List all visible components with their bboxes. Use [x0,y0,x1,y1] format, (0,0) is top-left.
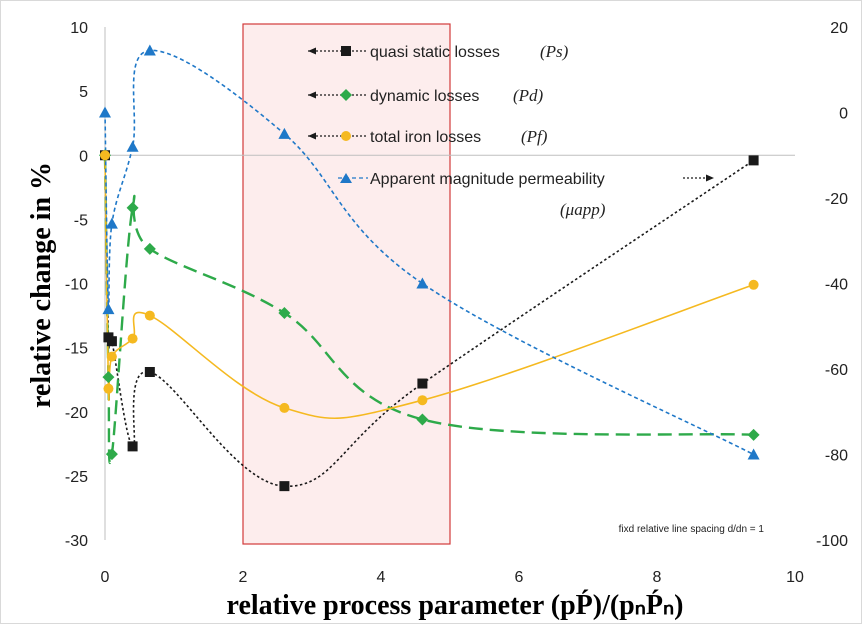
data-point-0-4 [144,366,155,377]
data-point-3-0 [99,106,111,118]
legend-entry-permeability: Apparent magnitude permeability (μapp) [338,171,714,219]
x-tick-label: 4 [377,569,386,586]
data-point-0-7 [748,155,759,166]
y2-tick-label: -100 [816,533,848,550]
x-tick-label: 6 [515,569,524,586]
tick-labels: 1050-5-10-15-20-25-30200-20-40-60-80-100… [65,20,848,586]
y-tick-label: -5 [74,212,88,229]
data-point-1-1 [102,371,115,384]
data-point-2-3 [127,333,138,344]
y2-tick-label: -80 [825,448,848,465]
data-point-3-5 [278,127,291,139]
legend-symbol-ps: (Ps) [540,42,569,61]
data-point-1-3 [126,201,139,214]
y-tick-label: 0 [79,148,88,165]
y-axis-title: relative change in % [26,162,57,408]
legend-marker-square [341,46,351,56]
x-tick-label: 10 [786,569,804,586]
y-tick-label: -15 [65,341,88,358]
data-point-3-3 [126,140,139,152]
legend: quasi static losses (Ps) dynamic losses … [308,42,714,219]
legend-entry-dynamic: dynamic losses (Pd) [308,86,544,105]
data-point-2-5 [279,402,290,413]
legend-marker-diamond [340,89,352,101]
data-point-2-4 [144,310,155,321]
data-point-1-4 [143,242,156,255]
data-point-3-2 [105,217,118,229]
x-tick-label: 8 [653,569,662,586]
y2-tick-label: 0 [839,106,848,123]
highlight-region [242,23,451,545]
data-point-1-5 [278,306,291,319]
y-tick-label: -20 [65,405,88,422]
y2-tick-label: 20 [830,20,848,37]
legend-label-quasi-static: quasi static losses [370,44,500,61]
legend-label-permeability: Apparent magnitude permeability [370,171,605,188]
legend-marker-circle [341,131,351,141]
data-point-3-7 [747,448,760,460]
y-tick-label: -30 [65,533,88,550]
y2-tick-label: -60 [825,362,848,379]
legend-label-total-iron: total iron losses [370,129,481,146]
data-point-3-1 [102,303,115,315]
legend-entry-total-iron: total iron losses (Pf) [308,127,548,146]
legend-marker-triangle [340,173,352,183]
data-point-0-2 [106,336,117,347]
x-tick-label: 0 [101,569,110,586]
x-axis-title: relative process parameter (pṔ)/(pₙṔₙ) [227,590,684,621]
data-point-1-6 [416,413,429,426]
y2-tick-label: -20 [825,191,848,208]
x-tick-label: 2 [239,569,248,586]
y-tick-label: 10 [70,20,88,37]
series-layer [99,44,760,492]
data-point-0-5 [279,481,290,492]
legend-symbol-pf: (Pf) [521,127,548,146]
data-point-3-4 [143,44,156,56]
data-point-2-1 [103,383,114,394]
legend-symbol-pd: (Pd) [513,86,544,105]
data-point-2-6 [417,395,428,406]
data-point-0-3 [127,441,138,452]
data-point-0-6 [417,378,428,389]
legend-symbol-muapp: (μapp) [560,200,606,219]
y-tick-label: -10 [65,277,88,294]
line-spacing-note: fixd relative line spacing d/dn = 1 [619,524,765,535]
data-point-2-0 [100,150,110,161]
data-point-1-2 [105,448,118,461]
data-point-2-2 [106,351,117,362]
data-point-2-7 [748,279,759,290]
y-tick-label: 5 [79,84,88,101]
data-point-1-7 [747,428,760,441]
legend-label-dynamic: dynamic losses [370,88,479,105]
data-point-3-6 [416,277,429,289]
legend-entry-quasi-static: quasi static losses (Ps) [308,42,569,61]
y2-tick-label: -40 [825,277,848,294]
y-tick-label: -25 [65,469,88,486]
